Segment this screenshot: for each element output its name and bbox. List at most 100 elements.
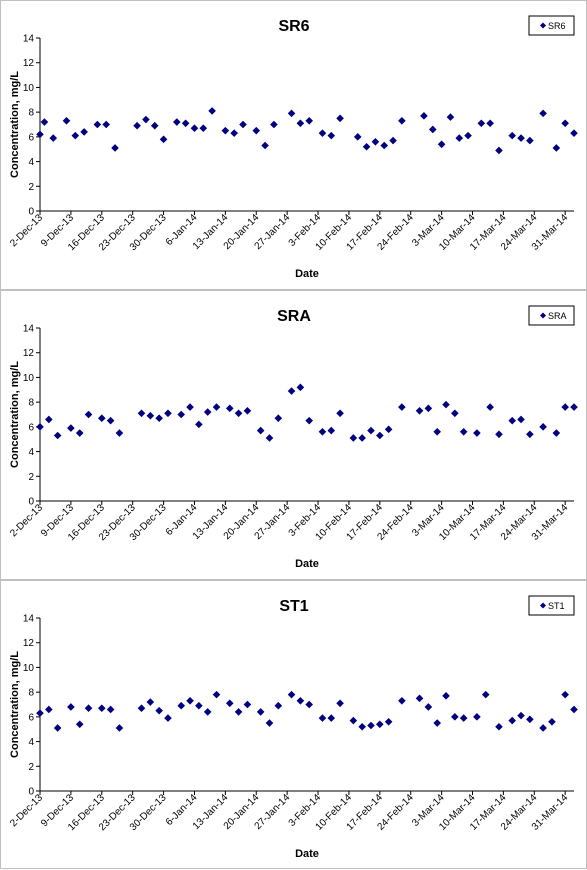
data-point: [225, 404, 234, 413]
data-point: [415, 694, 424, 703]
data-point: [508, 716, 517, 725]
data-point: [486, 119, 494, 128]
data-point: [53, 724, 62, 732]
data-point: [97, 414, 106, 423]
data-point: [40, 118, 49, 126]
data-point: [539, 724, 547, 732]
data-point: [570, 705, 578, 714]
data-point: [473, 713, 481, 721]
data-point: [75, 720, 84, 729]
data-point: [150, 121, 159, 130]
y-tick-label: 6: [28, 422, 34, 433]
data-point: [67, 424, 75, 432]
chart-title: SR6: [278, 18, 309, 35]
data-point: [508, 416, 517, 425]
data-point: [106, 416, 115, 425]
chart-svg-sr6: SR6024681012142-Dec-139-Dec-1316-Dec-132…: [8, 15, 578, 280]
data-point: [415, 406, 424, 415]
data-point: [195, 420, 203, 429]
data-point: [252, 126, 261, 135]
data-point: [270, 120, 278, 129]
data-point: [349, 434, 358, 442]
y-tick-label: 8: [28, 398, 34, 409]
data-point: [212, 403, 221, 411]
data-point: [208, 107, 216, 115]
data-point: [53, 431, 62, 440]
x-tick-label: 2-Dec-13: [8, 502, 45, 539]
data-point: [548, 718, 556, 726]
y-tick-label: 8: [28, 688, 34, 699]
data-point: [455, 134, 464, 142]
data-point: [539, 423, 547, 431]
data-point: [133, 121, 141, 130]
data-point: [384, 718, 393, 726]
data-point: [517, 415, 525, 424]
data-point: [234, 409, 243, 418]
data-point: [256, 708, 265, 716]
data-point: [155, 706, 163, 715]
data-point: [84, 410, 93, 419]
data-point: [36, 709, 44, 717]
y-tick-label: 2: [28, 762, 34, 773]
data-point: [186, 403, 194, 411]
data-point: [164, 714, 172, 722]
data-point: [384, 425, 393, 434]
y-tick-label: 2: [28, 182, 34, 193]
chart-title: ST1: [279, 598, 308, 615]
data-point: [36, 130, 44, 139]
y-tick-label: 0: [28, 497, 34, 508]
y-tick-label: 12: [23, 638, 35, 649]
data-point: [367, 426, 375, 435]
y-tick-label: 0: [28, 787, 34, 798]
chart-svg-st1: ST1024681012142-Dec-139-Dec-1316-Dec-132…: [8, 595, 578, 860]
chart-panel-st1: ST1 0 2 4 6 8 10 12 14 2-Dec-13 9-Dec-13 16-Dec-13 2…: [0, 580, 587, 869]
data-point: [398, 116, 406, 125]
data-point: [274, 414, 283, 423]
data-point: [552, 144, 561, 152]
data-point: [80, 128, 88, 136]
data-point: [446, 113, 455, 121]
data-point: [376, 720, 384, 729]
y-tick-label: 10: [23, 83, 35, 94]
y-tick-label: 14: [23, 614, 35, 625]
data-point: [451, 409, 459, 418]
data-point: [137, 409, 146, 418]
data-point: [477, 119, 486, 128]
data-point: [336, 114, 344, 123]
data-point: [318, 428, 327, 436]
legend-box: [528, 15, 575, 36]
chart-panel-sra: SRA 0 2 4 6 8 10 12 14 2-Dec-13 9-Dec-13 16-Dec-13 2…: [0, 290, 587, 580]
data-point: [62, 116, 71, 125]
y-tick-label: 12: [23, 58, 35, 69]
data-point: [177, 701, 186, 710]
data-point: [433, 428, 441, 436]
y-tick-label: 10: [23, 663, 35, 674]
data-point: [115, 724, 124, 732]
data-point: [305, 116, 314, 125]
data-point: [508, 131, 517, 140]
data-point: [424, 404, 433, 413]
data-point: [305, 416, 314, 425]
data-point: [155, 414, 163, 423]
data-point: [442, 692, 450, 700]
data-point: [570, 403, 578, 411]
data-point: [115, 429, 124, 437]
data-point: [36, 423, 44, 431]
data-point: [181, 119, 190, 128]
y-axis-label: Concentration, mg/L: [9, 361, 21, 468]
data-point: [164, 409, 172, 418]
data-point: [265, 719, 274, 727]
data-point: [358, 722, 366, 731]
data-point: [221, 126, 230, 135]
data-point: [97, 704, 106, 713]
data-point: [327, 714, 336, 722]
data-point: [561, 403, 569, 411]
y-tick-label: 4: [28, 447, 34, 458]
data-point: [358, 434, 366, 442]
legend-label: SRA: [548, 311, 567, 321]
data-point: [142, 115, 150, 124]
data-point: [256, 426, 265, 435]
data-point: [451, 713, 459, 721]
data-point: [495, 430, 503, 439]
data-point: [459, 428, 468, 436]
